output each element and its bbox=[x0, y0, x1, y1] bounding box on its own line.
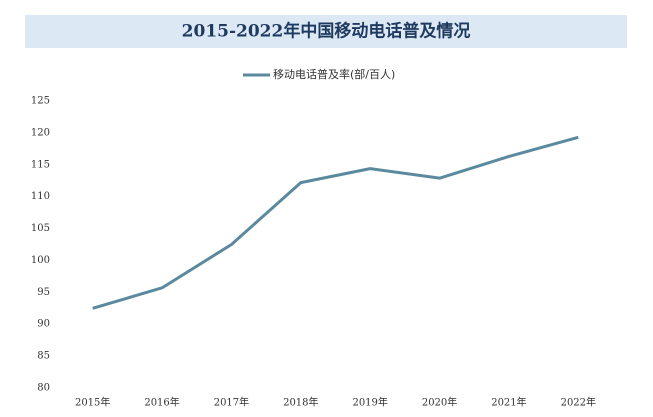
y-tick-label: 110 bbox=[31, 191, 50, 202]
x-tick-label: 2015年 bbox=[75, 396, 110, 409]
y-tick-label: 105 bbox=[31, 223, 50, 234]
x-tick-label: 2022年 bbox=[561, 396, 596, 409]
legend-label: 移动电话普及率(部/百人) bbox=[273, 67, 395, 81]
y-tick-label: 120 bbox=[31, 127, 50, 138]
y-tick-label: 100 bbox=[31, 255, 50, 266]
x-tick-label: 2016年 bbox=[144, 396, 179, 409]
x-tick-label: 2020年 bbox=[422, 396, 457, 409]
line bbox=[92, 135, 579, 310]
x-tick-label: 2017年 bbox=[214, 396, 249, 409]
chart-title: 2015-2022年中国移动电话普及情况 bbox=[182, 21, 471, 42]
y-tick-label: 85 bbox=[37, 351, 50, 362]
y-tick-label: 95 bbox=[37, 287, 50, 298]
x-tick-label: 2018年 bbox=[283, 396, 318, 409]
x-tick-label: 2021年 bbox=[491, 396, 526, 409]
y-tick-label: 125 bbox=[31, 96, 50, 107]
y-tick-label: 115 bbox=[31, 159, 50, 170]
y-tick-label: 80 bbox=[37, 383, 50, 394]
x-tick-label: 2019年 bbox=[352, 396, 387, 409]
title-banner bbox=[25, 15, 627, 48]
y-tick-label: 90 bbox=[37, 319, 50, 330]
